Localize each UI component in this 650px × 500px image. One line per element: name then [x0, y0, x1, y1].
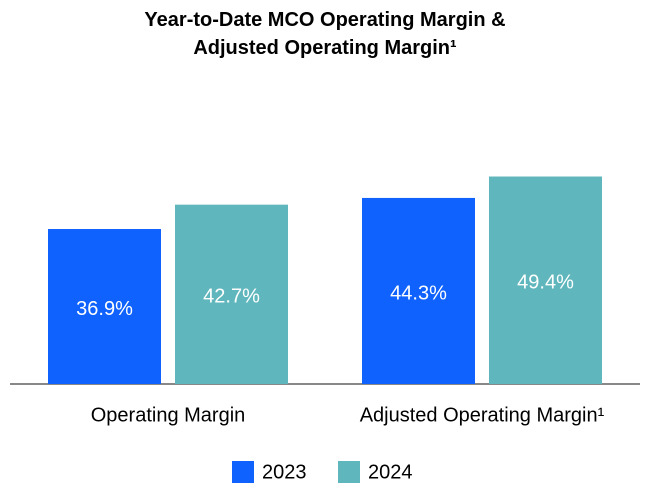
legend-label: 2023: [262, 461, 307, 483]
value-label: 44.3%: [390, 282, 447, 304]
value-label: 49.4%: [517, 272, 574, 294]
bar: [175, 204, 288, 384]
bar: [362, 197, 475, 384]
value-label: 36.9%: [76, 298, 133, 320]
bar: [489, 176, 602, 384]
x-tick-label: Operating Margin: [91, 404, 246, 426]
legend-label: 2024: [368, 461, 413, 483]
bar: [48, 229, 161, 384]
chart-title: Year-to-Date MCO Operating Margin & Adju…: [144, 9, 506, 59]
legend-swatch: [338, 461, 360, 483]
value-label: 42.7%: [203, 286, 260, 308]
x-tick-label: Adjusted Operating Margin¹: [360, 404, 605, 426]
legend-swatch: [232, 461, 254, 483]
